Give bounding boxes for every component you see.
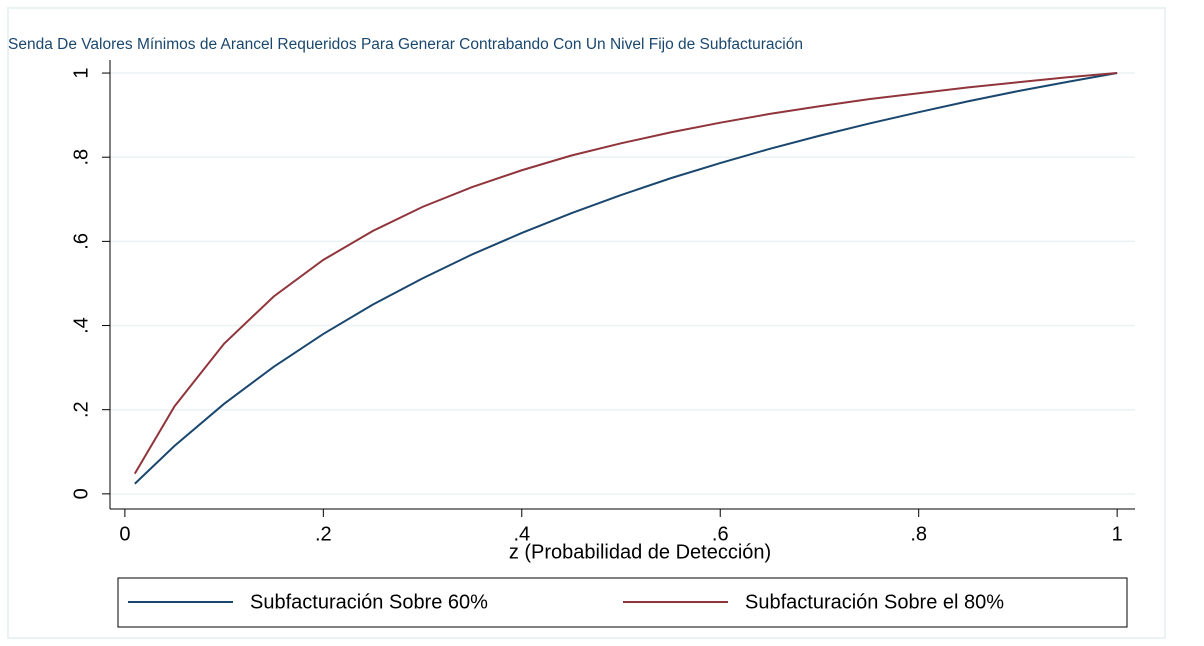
- series-line: [134, 72, 1118, 485]
- x-tick-label: .2: [315, 523, 332, 545]
- series-line: [133, 72, 1118, 475]
- y-tick-label: .8: [70, 149, 92, 166]
- legend-box: [117, 577, 1128, 628]
- x-tick-label: .8: [910, 523, 927, 545]
- chart-title: Senda De Valores Mínimos de Arancel Requ…: [8, 36, 803, 53]
- frame: [7, 7, 1166, 639]
- x-tick-label: 0: [119, 523, 130, 545]
- legend-label: Subfacturación Sobre el 80%: [745, 591, 1004, 613]
- y-tick-label: .6: [70, 233, 92, 250]
- x-tick-label: .4: [513, 523, 530, 545]
- x-axis-title: z (Probabilidad de Detección): [509, 541, 771, 563]
- y-tick-label: 0: [70, 488, 92, 499]
- x-tick-label: .6: [712, 523, 729, 545]
- legend-label: Subfacturación Sobre 60%: [250, 591, 488, 613]
- y-tick-label: .4: [70, 317, 92, 334]
- y-tick-label: .2: [70, 401, 92, 418]
- x-tick-label: 1: [1112, 523, 1123, 545]
- y-tick-label: 1: [70, 67, 92, 78]
